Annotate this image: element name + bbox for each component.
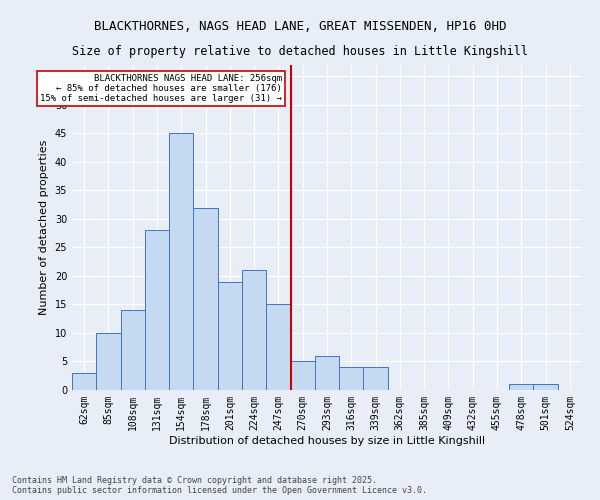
Text: BLACKTHORNES, NAGS HEAD LANE, GREAT MISSENDEN, HP16 0HD: BLACKTHORNES, NAGS HEAD LANE, GREAT MISS…: [94, 20, 506, 33]
Bar: [218, 282, 242, 390]
Text: BLACKTHORNES NAGS HEAD LANE: 256sqm
← 85% of detached houses are smaller (176)
1: BLACKTHORNES NAGS HEAD LANE: 256sqm ← 85…: [40, 74, 282, 104]
Bar: [290, 362, 315, 390]
Bar: [96, 333, 121, 390]
Y-axis label: Number of detached properties: Number of detached properties: [39, 140, 49, 315]
Bar: [121, 310, 145, 390]
Bar: [72, 373, 96, 390]
Text: Contains HM Land Registry data © Crown copyright and database right 2025.
Contai: Contains HM Land Registry data © Crown c…: [12, 476, 427, 495]
Bar: [315, 356, 339, 390]
Bar: [145, 230, 169, 390]
Bar: [364, 367, 388, 390]
Bar: [242, 270, 266, 390]
Bar: [509, 384, 533, 390]
Bar: [193, 208, 218, 390]
Bar: [339, 367, 364, 390]
Text: Size of property relative to detached houses in Little Kingshill: Size of property relative to detached ho…: [72, 45, 528, 58]
X-axis label: Distribution of detached houses by size in Little Kingshill: Distribution of detached houses by size …: [169, 436, 485, 446]
Bar: [533, 384, 558, 390]
Bar: [266, 304, 290, 390]
Bar: [169, 134, 193, 390]
